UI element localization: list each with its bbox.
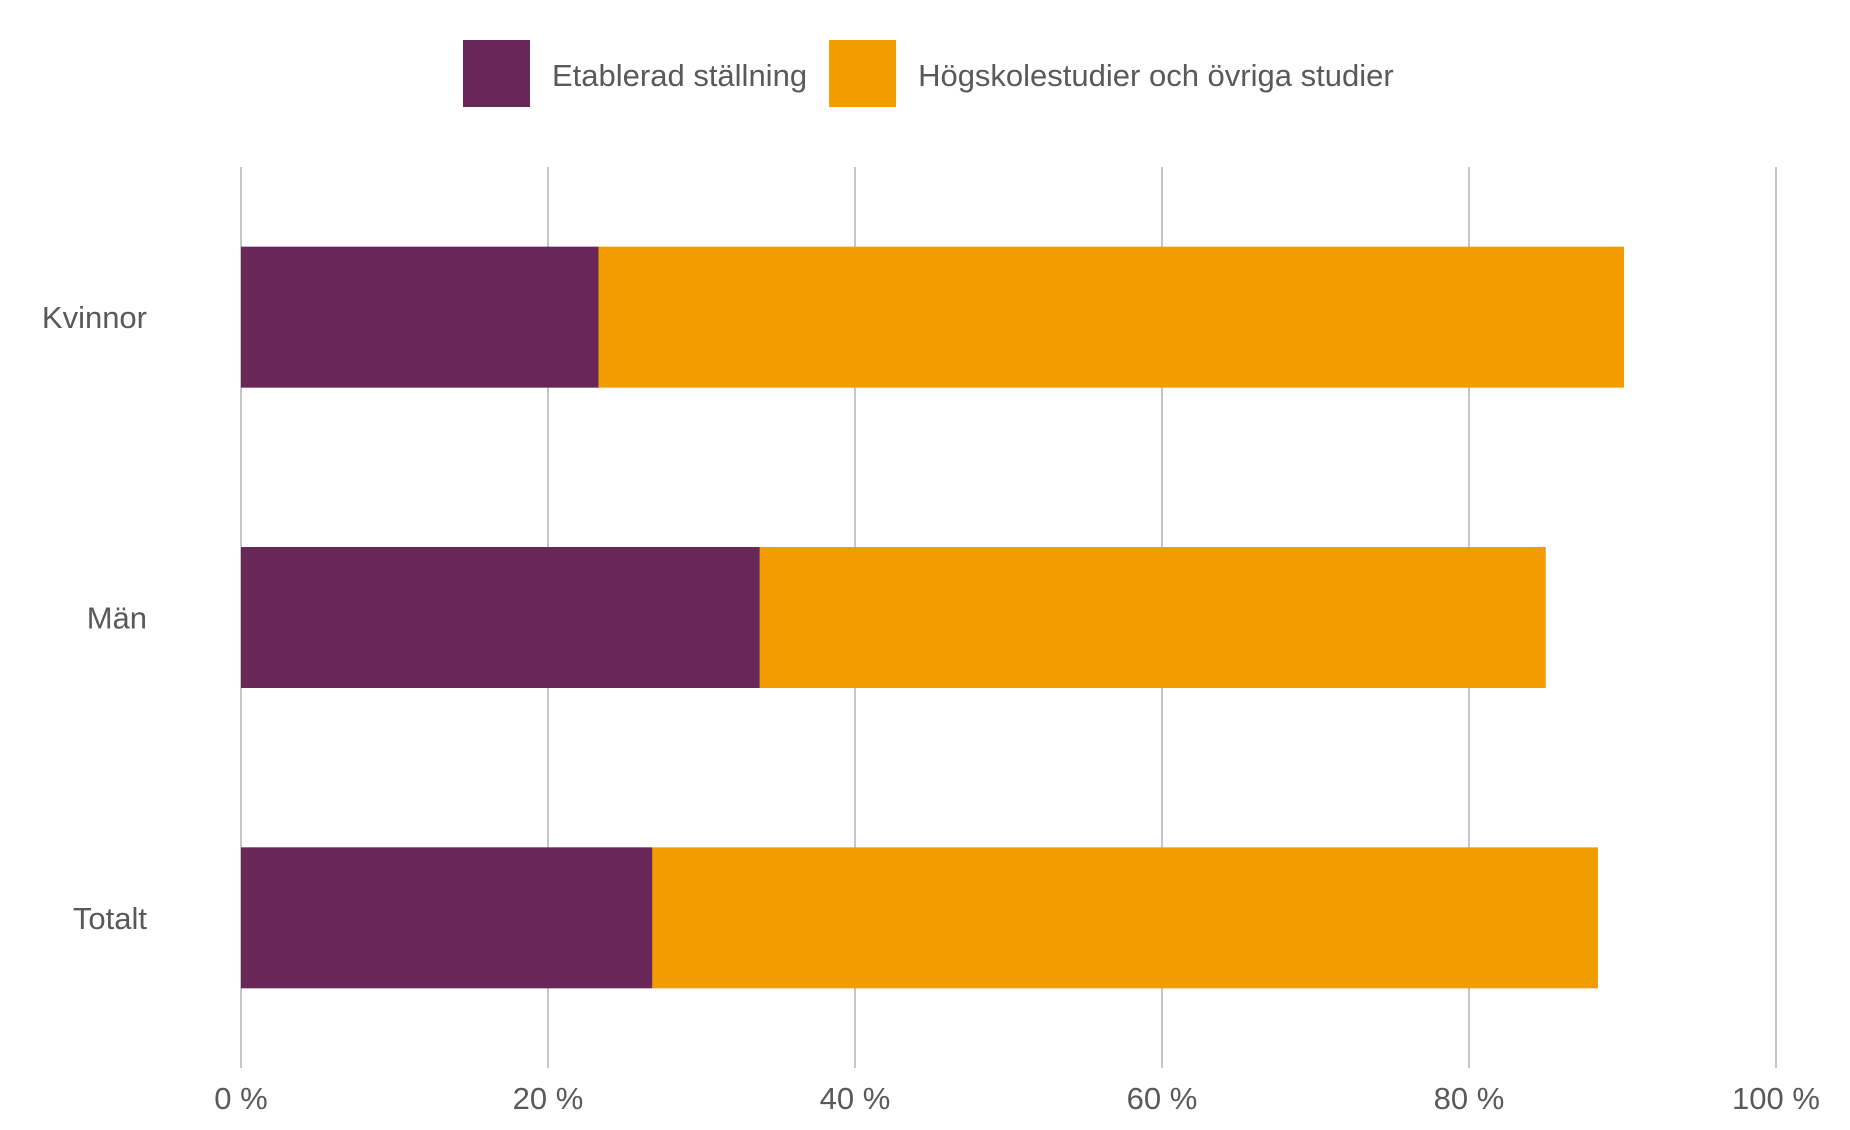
legend: Etablerad ställning Högskolestudier och ö… <box>463 40 1394 107</box>
legend-swatch <box>463 40 530 107</box>
bars <box>241 246 1625 989</box>
bar-segment-kvinnor-0 <box>241 246 599 388</box>
bar-segment-män-0 <box>241 547 760 688</box>
legend-swatch <box>829 40 897 107</box>
x-tick-label: 60 % <box>1127 1081 1198 1116</box>
x-tick-labels: 0 % 20 % 40 % 60 % 80 % 100 % <box>214 1081 1820 1116</box>
bar-segment-män-1 <box>759 547 1546 688</box>
bar-segment-totalt-0 <box>241 847 653 989</box>
category-label: Totalt <box>73 901 147 936</box>
x-tick-label: 40 % <box>820 1081 891 1116</box>
legend-label: Högskolestudier och övriga studier <box>918 58 1394 93</box>
category-labels: Kvinnor Män Totalt <box>42 300 147 936</box>
bar-segment-kvinnor-1 <box>598 246 1625 388</box>
x-tick-label: 100 % <box>1732 1081 1820 1116</box>
category-label: Män <box>87 601 147 636</box>
bar-segment-totalt-1 <box>652 847 1598 989</box>
x-tick-label: 80 % <box>1434 1081 1505 1116</box>
legend-label: Etablerad ställning <box>552 58 807 93</box>
category-label: Kvinnor <box>42 300 147 335</box>
x-tick-label: 20 % <box>513 1081 584 1116</box>
x-tick-label: 0 % <box>214 1081 267 1116</box>
